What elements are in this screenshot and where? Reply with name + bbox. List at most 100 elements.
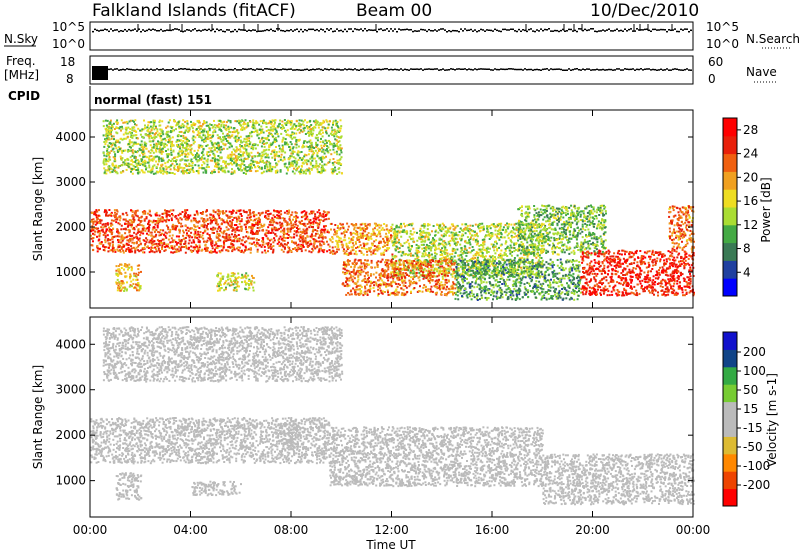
power-cell (292, 225, 294, 227)
power-cell (396, 225, 398, 227)
nsky-trace-point (336, 28, 338, 30)
nsky-trace-point (590, 28, 592, 30)
nsky-trace-point (362, 30, 364, 32)
power-cell (357, 281, 359, 283)
power-cell (144, 230, 146, 232)
power-cell (404, 267, 406, 269)
power-cell (307, 246, 309, 248)
power-cell (384, 269, 386, 271)
power-cell (412, 223, 414, 225)
power-cell (332, 247, 334, 249)
power-cell (395, 246, 397, 248)
power-cell (520, 267, 522, 269)
power-cell (348, 226, 350, 228)
nsky-trace-point (272, 30, 274, 32)
freq-trace-point (544, 68, 546, 70)
freq-trace-point (216, 69, 218, 71)
power-cell (186, 219, 188, 221)
freq-trace-point (542, 69, 544, 71)
power-cell (357, 276, 359, 278)
power-cell (286, 228, 288, 230)
power-cell (174, 225, 176, 227)
power-cell (311, 233, 313, 235)
power-cell (329, 249, 331, 251)
power-cell (358, 239, 360, 241)
power-cell (444, 284, 446, 286)
power-cell (149, 214, 151, 216)
power-cell (135, 215, 137, 217)
power-cell (466, 291, 468, 293)
power-cell (449, 235, 451, 237)
figure-title: Falkland Islands (fitACF) (92, 1, 296, 21)
freq-trace-point (650, 69, 652, 71)
power-cell (244, 211, 246, 213)
power-cell (461, 223, 463, 225)
power-cell (424, 237, 426, 239)
power-cell (162, 239, 164, 241)
nsky-trace-point (432, 30, 434, 32)
power-cell (521, 257, 523, 259)
power-cell (399, 284, 401, 286)
power-cell (471, 298, 473, 300)
power-cell (433, 225, 435, 227)
power-cell (292, 227, 294, 229)
freq-trace-point (640, 68, 642, 70)
nsky-trace-point (164, 30, 166, 32)
power-cell (310, 243, 312, 245)
power-cell (507, 234, 509, 236)
power-cell (206, 248, 208, 250)
power-cell (511, 241, 513, 243)
power-cell (493, 244, 495, 246)
freq-trace-point (338, 69, 340, 71)
freq-trace-point (492, 69, 494, 71)
power-cell (128, 231, 130, 233)
nsky-trace-point (302, 31, 304, 32)
power-cell (264, 250, 266, 252)
power-cell (392, 224, 394, 226)
power-cell (222, 211, 224, 213)
nsky-trace-point (192, 29, 194, 31)
power-cell (292, 219, 294, 221)
power-cell (187, 214, 189, 216)
power-cell (307, 236, 309, 238)
freq-trace-point (256, 68, 258, 70)
freq-trace-point (518, 69, 520, 71)
freq-trace-point (326, 69, 328, 71)
power-cell (375, 272, 377, 274)
power-cell (399, 279, 401, 281)
power-cell (228, 234, 230, 236)
freq-trace-point (174, 69, 176, 71)
power-cell (418, 251, 420, 253)
power-cell (301, 248, 303, 250)
power-cell (351, 246, 353, 248)
power-cell (202, 249, 204, 251)
power-cell (445, 281, 447, 283)
power-cell (509, 253, 511, 255)
nsky-trace-point (282, 30, 284, 32)
freq-trace-point (646, 68, 648, 70)
power-cell (559, 278, 561, 280)
power-cell (212, 215, 214, 217)
power-cell (472, 276, 474, 278)
nsky-trace-point (548, 28, 550, 30)
power-cell (372, 231, 374, 233)
power-cell (283, 251, 285, 253)
power-cell (219, 213, 221, 215)
nsky-trace-point (230, 31, 232, 33)
nsky-trace-point (100, 30, 102, 32)
power-cell (120, 228, 122, 230)
power-cell (165, 232, 167, 234)
power-cell (123, 219, 125, 221)
cpid-value: normal (fast) 151 (94, 93, 212, 107)
freq-trace-point (322, 69, 324, 71)
nsky-trace-point (516, 31, 518, 33)
nsky-trace-point (202, 29, 204, 31)
power-cell (281, 249, 283, 251)
power-cell (183, 243, 185, 245)
power-cell (438, 243, 440, 245)
power-cell (508, 226, 510, 228)
freq-trace-point (484, 68, 486, 70)
power-cell (214, 251, 216, 253)
power-cell (412, 276, 414, 278)
freq-tick-top: 18 (60, 55, 75, 69)
